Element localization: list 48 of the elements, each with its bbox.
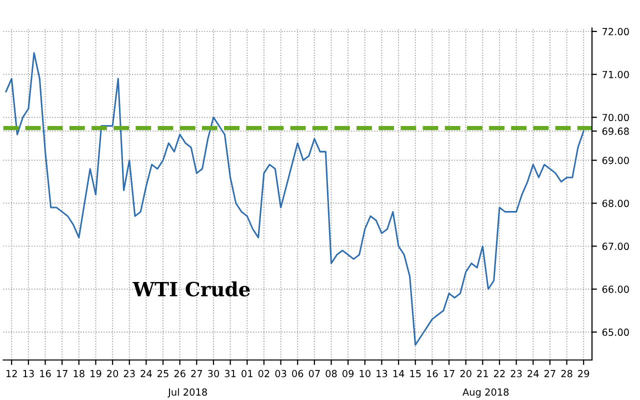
x-tick-label: 22 — [494, 370, 505, 378]
annotation: WTI Crude — [132, 281, 250, 296]
y-tick-label: 65.00 — [602, 328, 629, 336]
x-tick-label: 12 — [6, 370, 17, 378]
x-tick-label: 31 — [224, 370, 236, 378]
x-tick-label: 01 — [242, 370, 252, 378]
x-tick-label: 25 — [158, 370, 168, 378]
x-tick-label: 02 — [258, 370, 270, 378]
x-tick-label: 15 — [410, 370, 421, 378]
x-tick-label: 10 — [360, 370, 370, 378]
y-tick-label: 69.68 — [602, 128, 629, 135]
y-tick-label: 69.00 — [602, 156, 629, 164]
x-tick-label: 27 — [191, 370, 202, 378]
x-tick-label: 27 — [544, 370, 556, 378]
x-tick-label: 03 — [275, 370, 286, 378]
x-tick-label: 24 — [140, 370, 152, 378]
y-tick-label: 70.00 — [602, 114, 629, 122]
x-tick-label: 24 — [528, 370, 539, 378]
x-tick-label: 28 — [561, 370, 572, 378]
x-tick-label: 17 — [56, 370, 68, 378]
x-tick-label: 13 — [23, 370, 34, 378]
line-series — [5, 52, 584, 346]
x-tick-label: 29 — [578, 370, 590, 378]
y-tick-label: 68.00 — [602, 200, 629, 208]
x-tick-label: 16 — [40, 370, 51, 378]
x-tick-label: 06 — [292, 370, 304, 378]
x-tick-label: 17 — [444, 370, 454, 378]
text: Aug 2018 — [462, 388, 509, 398]
x-tick-label: 19 — [90, 370, 102, 378]
x-tick-label: 20 — [107, 370, 118, 378]
x-tick-label: 14 — [393, 370, 404, 378]
x-tick-label: 09 — [342, 370, 354, 378]
x-tick-label: 13 — [376, 370, 388, 378]
text: Jul 2018 — [168, 388, 207, 398]
x-tick-label: 18 — [74, 370, 84, 378]
x-tick-label: 23 — [124, 370, 135, 378]
y-tick-label: 67.00 — [602, 242, 629, 250]
x-tick-label: 26 — [174, 370, 186, 378]
y-tick-label: 71.00 — [602, 70, 629, 78]
x-tick-label: 20 — [460, 370, 472, 378]
x-tick-label: 30 — [208, 370, 220, 378]
x-tick-label: 23 — [510, 370, 522, 378]
y-tick-label: 66.00 — [602, 286, 629, 293]
x-tick-label: 08 — [326, 370, 337, 378]
x-tick-label: 07 — [308, 370, 320, 378]
x-tick-label: 21 — [477, 370, 488, 378]
y-tick-label: 72.00 — [602, 28, 629, 36]
x-tick-label: 16 — [427, 370, 438, 378]
